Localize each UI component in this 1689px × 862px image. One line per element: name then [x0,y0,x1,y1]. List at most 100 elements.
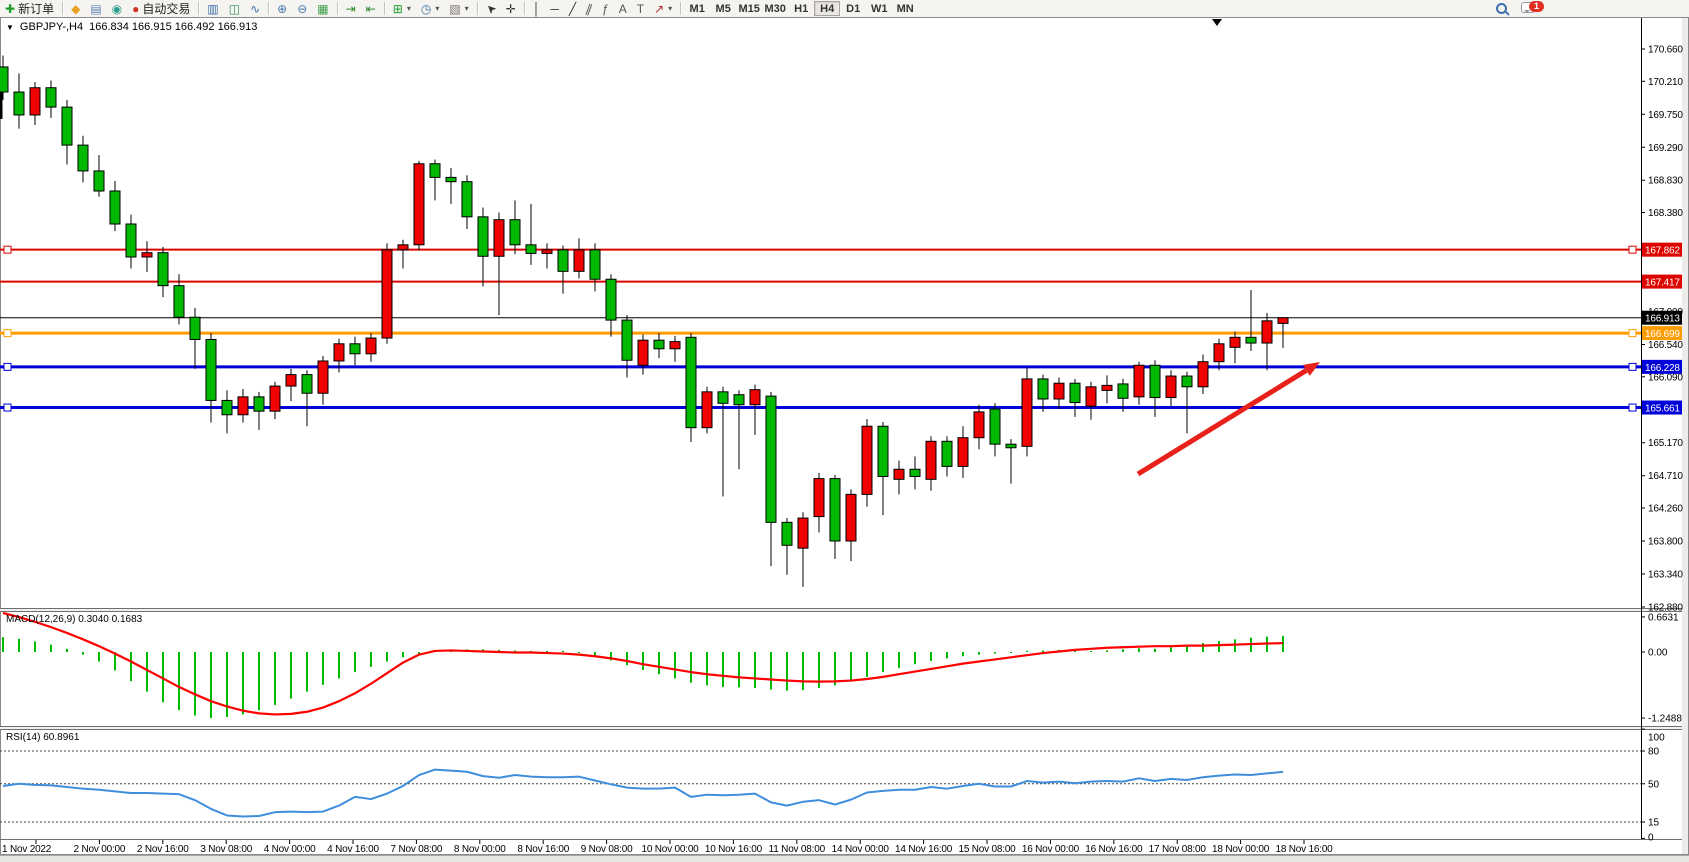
fibonacci-button[interactable]: ƒ [597,1,614,16]
timeframe-m15[interactable]: M15 [736,1,762,16]
price-line-current-price[interactable]: 166.913 [0,310,1682,325]
svg-text:170.210: 170.210 [1648,77,1683,88]
svg-text:167.417: 167.417 [1645,278,1680,289]
arrows-button[interactable]: ↗ ▾ [649,1,677,16]
macd-indicator-label: MACD(12,26,9) 0.3040 0.1683 [6,614,143,625]
chart-shift-button[interactable]: ⇤ [361,1,381,16]
chart-box-button[interactable]: ◆ [66,1,85,16]
svg-text:3 Nov 08:00: 3 Nov 08:00 [200,844,252,855]
candlestick-button[interactable]: ◫ [224,1,245,16]
autotrading-button-label: 自动交易 [142,2,191,16]
market-window-button[interactable]: ▤ [85,1,106,16]
timeframe-w1[interactable]: W1 [866,1,892,16]
toolbar-separator [476,2,478,15]
timeframe-m5[interactable]: M5 [710,1,736,16]
svg-text:0: 0 [1648,833,1654,844]
new-order-button[interactable]: ✚ 新订单 [0,1,59,16]
indicators-button[interactable]: ⊞ ▾ [388,1,416,16]
signal-button[interactable]: ◉ [107,1,127,16]
auto-scroll-icon: ⇥ [345,1,356,16]
tile-windows-button[interactable]: ▦ [312,1,333,16]
svg-text:11 Nov 08:00: 11 Nov 08:00 [769,844,826,855]
svg-text:166.699: 166.699 [1645,329,1680,340]
toolbar-separator [268,2,270,15]
timeframe-m1[interactable]: M1 [684,1,710,16]
vertical-line-button[interactable]: │ [528,1,546,16]
symbol-period-text: GBPJPY-,H4 [19,21,84,33]
auto-scroll-button[interactable]: ⇥ [341,1,361,16]
toolbar-separator [383,2,385,15]
price-line-resistance-2[interactable]: 167.417 [0,274,1682,289]
price-line-resistance-1[interactable]: 167.862 [0,242,1682,257]
periods-button[interactable]: ◷ ▾ [416,1,445,16]
zoom-out-button[interactable]: ⊖ [292,1,312,16]
symbol-dropdown-icon[interactable]: ▼ [6,22,14,32]
chevron-down-icon: ▾ [668,4,673,13]
equidistant-channel-icon: ∥ [583,0,595,17]
line-handle[interactable] [1628,329,1637,338]
zoom-out-icon: ⊖ [297,1,308,16]
svg-text:14 Nov 00:00: 14 Nov 00:00 [832,844,890,855]
svg-text:7 Nov 08:00: 7 Nov 08:00 [391,844,443,855]
text-label-button[interactable]: T [632,1,649,16]
notifications-icon[interactable]: 1 [1521,0,1544,16]
timeframe-d1[interactable]: D1 [840,1,866,16]
signal-icon: ◉ [111,1,123,16]
rsi-indicator-label: RSI(14) 60.8961 [6,732,80,743]
horizontal-line-button[interactable]: ─ [545,1,564,16]
crosshair-button[interactable]: ✛ [501,1,521,16]
fibonacci-icon: ƒ [602,1,609,16]
vertical-line-icon: │ [532,1,541,16]
trendline-icon: ╱ [568,1,577,16]
line-handle[interactable] [1628,245,1637,254]
svg-text:165.170: 165.170 [1648,438,1683,449]
price-axis: 170.660 170.210 169.750 169.290 168.830 168.3… [1641,45,1684,613]
svg-text:163.800: 163.800 [1648,536,1683,547]
line-handle[interactable] [3,245,12,254]
quote-ohlc-text: 166.834 166.915 166.492 166.913 [89,21,258,33]
line-handle[interactable] [3,403,12,412]
timeframe-mn[interactable]: MN [892,1,918,16]
svg-text:2 Nov 00:00: 2 Nov 00:00 [74,844,126,855]
timeframe-h1[interactable]: H1 [788,1,814,16]
price-line-pivot-orange[interactable]: 166.699 [0,326,1682,341]
new-order-icon: ✚ [5,1,16,16]
line-handle[interactable] [1628,403,1637,412]
channel-button[interactable]: ∥ [581,1,597,16]
svg-text:16 Nov 00:00: 16 Nov 00:00 [1022,844,1080,855]
line-handle[interactable] [3,329,12,338]
svg-text:8 Nov 16:00: 8 Nov 16:00 [517,844,569,855]
chart-shift-marker[interactable] [1212,19,1222,26]
templates-button[interactable]: ▧ ▾ [444,1,473,16]
svg-text:166.540: 166.540 [1648,340,1683,351]
rsi-levels [0,750,1641,823]
tile-windows-icon: ▦ [317,1,329,16]
trendline-button[interactable]: ╱ [564,1,581,16]
search-icon[interactable] [1496,3,1507,14]
chart-canvas[interactable]: 170.660 170.210 169.750 169.290 168.830 168.3… [0,17,1689,855]
price-line-support-1[interactable]: 166.228 [0,359,1682,374]
cursor-button[interactable]: ➤ [481,0,501,18]
line-chart-button[interactable]: ∿ [245,1,265,16]
svg-text:10 Nov 00:00: 10 Nov 00:00 [641,844,699,855]
cursor-icon: ➤ [482,0,500,18]
zoom-in-button[interactable]: ⊕ [272,1,292,16]
line-handle[interactable] [3,362,12,371]
indicators-icon: ⊞ [392,1,403,16]
zoom-in-icon: ⊕ [277,1,288,16]
bar-chart-button[interactable]: ▥ [202,1,223,16]
line-handle[interactable] [1628,362,1637,371]
toolbar-separator [336,2,338,15]
autotrading-button[interactable]: ● 自动交易 [127,1,195,16]
svg-text:18 Nov 00:00: 18 Nov 00:00 [1212,844,1270,855]
line-chart-icon: ∿ [250,1,261,16]
text-button[interactable]: A [614,1,632,16]
svg-text:164.710: 164.710 [1648,471,1683,482]
timeframe-h4[interactable]: H4 [814,1,841,16]
timeframe-m30[interactable]: M30 [762,1,788,16]
crosshair-icon: ✛ [505,1,516,16]
arrows-icon: ↗ [654,1,665,16]
toolbar-separator [523,2,525,15]
trend-arrow[interactable] [1136,362,1320,477]
svg-text:16 Nov 16:00: 16 Nov 16:00 [1085,844,1143,855]
